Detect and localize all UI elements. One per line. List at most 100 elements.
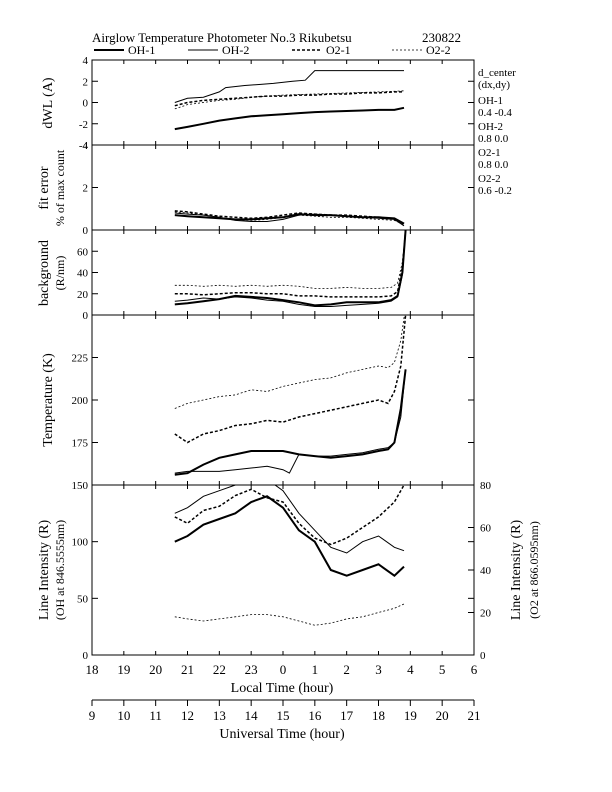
panel-frame	[91, 59, 475, 146]
series-o2-1-fiterr	[174, 210, 405, 225]
y-tick-label: 175	[72, 438, 89, 450]
legend: OH-1 OH-2 O2-1 O2-2	[94, 43, 451, 57]
series-o2-1-background	[174, 230, 407, 298]
panel-background: 60 40 20 0 background (R/nm)	[37, 229, 475, 322]
side-info-value-o22: 0.6 -0.2	[478, 185, 512, 197]
side-info-subtitle: (dx,dy)	[478, 79, 510, 91]
y-tick-label: 4	[83, 140, 89, 152]
y-axis-label: Line Intensity (R)	[37, 520, 52, 621]
ut-tick-label: 15	[277, 708, 290, 723]
local-time-tick-label: 1	[312, 662, 319, 677]
local-time-tick-label: 0	[280, 662, 287, 677]
ut-tick-label: 20	[436, 708, 449, 723]
side-info-value-o21: 0.8 0.0	[478, 159, 509, 171]
y-axis-label: Temperature (K)	[41, 353, 56, 447]
series-o2-2-intensity	[174, 603, 405, 626]
ut-tick-label: 13	[213, 708, 226, 723]
y-tick-label: -2	[79, 119, 88, 131]
legend-label-o2-2: O2-2	[426, 43, 451, 57]
y-tick-label: 60	[77, 246, 89, 258]
panel-temperature: 225 200 175 Temperature (K)	[41, 314, 475, 486]
series-oh-1-intensity	[174, 495, 405, 577]
panel-dwl: 4 2 0 -2 -4 dWL (A)	[41, 55, 475, 152]
series-o2-2-temperature	[174, 315, 405, 409]
series-o2-2-fiterr	[174, 211, 405, 226]
ut-tick-label: 12	[181, 708, 194, 723]
series-oh-1-background	[174, 230, 407, 307]
series-oh-2-temperature	[174, 369, 407, 474]
y2-axis-label-2: (O2 at 866.0595nm)	[527, 521, 541, 619]
y2-tick-label: 60	[480, 523, 492, 535]
side-info-value-oh2: 0.8 0.0	[478, 133, 509, 145]
local-time-tick-label: 18	[86, 662, 99, 677]
panel-frame	[91, 484, 475, 656]
ut-tick-label: 10	[117, 708, 130, 723]
y2-tick-label: 80	[480, 480, 492, 492]
ut-tick-label: 9	[89, 708, 96, 723]
y-tick-label: 225	[72, 353, 89, 365]
side-info-label-oh2: OH-2	[478, 121, 503, 133]
series-oh-1-dwl	[174, 106, 405, 131]
side-info-label-o22: O2-2	[478, 173, 501, 185]
legend-label-o2-1: O2-1	[326, 43, 351, 57]
series-o2-1-intensity	[174, 485, 405, 546]
local-time-tick-label: 23	[245, 662, 258, 677]
y-tick-label: 50	[77, 593, 89, 605]
y-tick-label: 0	[83, 225, 89, 237]
side-info-label-oh1: OH-1	[478, 95, 503, 107]
legend-label-oh-2: OH-2	[222, 43, 249, 57]
ut-tick-label: 19	[404, 708, 417, 723]
series-o2-2-background	[174, 230, 406, 289]
y-tick-label: 0	[83, 98, 89, 110]
series-o2-1-dwl	[174, 91, 404, 107]
local-time-tick-label: 20	[149, 662, 162, 677]
ut-tick-label: 17	[340, 708, 354, 723]
panel-frame	[91, 229, 475, 316]
series-o2-1-temperature	[174, 315, 407, 444]
y2-axis-label: Line Intensity (R)	[509, 520, 524, 621]
ut-tick-label: 16	[308, 708, 322, 723]
panel-frame	[91, 314, 475, 486]
y-axis-label: background	[37, 240, 52, 306]
y-axis-label-2: % of max count	[53, 149, 67, 226]
local-time-tick-label: 21	[181, 662, 194, 677]
y-tick-label: 100	[72, 537, 89, 549]
legend-label-oh-1: OH-1	[128, 43, 155, 57]
ut-tick-label: 18	[372, 708, 385, 723]
side-info-label-o21: O2-1	[478, 147, 501, 159]
y-tick-label: 150	[72, 480, 89, 492]
series-o2-2-dwl	[174, 90, 405, 110]
local-time-tick-label: 4	[407, 662, 414, 677]
y-tick-label: 20	[77, 289, 89, 301]
local-time-tick-label: 22	[213, 662, 226, 677]
local-time-label: Local Time (hour)	[231, 681, 334, 696]
local-time-tick-label: 19	[117, 662, 130, 677]
y-axis-label-2: (R/nm)	[53, 256, 67, 291]
series-oh-2-intensity	[174, 485, 405, 554]
y-axis-label: fit error	[37, 166, 52, 209]
universal-time-label: Universal Time (hour)	[219, 727, 345, 742]
chart-date: 230822	[422, 30, 461, 45]
local-time-tick-label: 2	[343, 662, 350, 677]
local-time-tick-label: 6	[471, 662, 478, 677]
local-time-tick-label: 3	[375, 662, 382, 677]
series-oh-1-temperature	[174, 369, 407, 476]
y-tick-label: 0	[83, 650, 89, 662]
y-tick-label: 2	[83, 76, 89, 88]
side-info-title: d_center	[478, 67, 516, 79]
y2-tick-label: 20	[480, 608, 492, 620]
y-tick-label: 2	[83, 183, 89, 195]
ut-tick-label: 11	[149, 708, 162, 723]
time-axes: 18 19 20 21 22 23 0 1 2 3 4 5 69 10 11 12 13 14 15 16 17 18 19…	[86, 662, 481, 723]
ut-tick-label: 14	[245, 708, 259, 723]
panel-fiterr: 4 2 0 fit error% of max count	[37, 140, 475, 237]
y-tick-label: -4	[79, 140, 89, 152]
y-tick-label: 0	[83, 310, 89, 322]
local-time-tick-label: 5	[439, 662, 446, 677]
y-axis-label: dWL (A)	[41, 77, 56, 129]
chart-title: Airglow Temperature Photometer No.3 Riku…	[92, 30, 352, 45]
y-axis-label-2: (OH at 846.5555nm)	[53, 520, 67, 620]
